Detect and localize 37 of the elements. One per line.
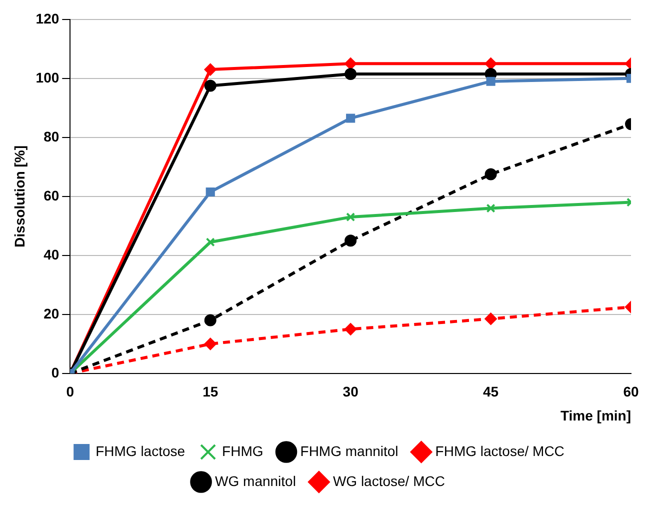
point xyxy=(204,80,216,92)
y-axis-title: Dissolution [%] xyxy=(11,145,28,248)
point xyxy=(204,338,216,350)
y-tick-label: 40 xyxy=(44,246,60,262)
point xyxy=(484,312,497,325)
y-tick-label: 80 xyxy=(44,128,60,144)
y-tick-label: 120 xyxy=(36,10,60,26)
point xyxy=(344,68,357,80)
y-tick-label: 0 xyxy=(51,364,60,380)
x-tick-label: 60 xyxy=(623,384,639,400)
y-tick-label: 60 xyxy=(44,187,60,204)
point xyxy=(486,204,496,213)
x-tick-label: 15 xyxy=(202,384,218,400)
legend-label: WG mannitol xyxy=(215,472,296,489)
legend-label: FHMG xyxy=(222,442,264,459)
y-tick-label: 100 xyxy=(36,69,60,86)
point xyxy=(346,114,356,123)
legend-label: FHMG lactose xyxy=(96,442,186,459)
x-tick-label: 45 xyxy=(483,384,499,400)
legend-label: FHMG mannitol xyxy=(300,442,398,459)
point xyxy=(204,314,216,326)
x-tick-label: 0 xyxy=(66,384,74,400)
point xyxy=(344,323,357,336)
point xyxy=(344,234,357,247)
point xyxy=(486,76,496,86)
point xyxy=(484,58,497,70)
x-tick-label: 30 xyxy=(342,384,359,400)
point xyxy=(344,58,357,70)
point xyxy=(206,238,215,247)
legend-label: FHMG lactose/ MCC xyxy=(435,442,564,459)
x-axis-title: Time [min] xyxy=(560,407,631,424)
point xyxy=(206,187,215,197)
legend-label: WG lactose/ MCC xyxy=(332,472,445,489)
point xyxy=(346,212,356,222)
point xyxy=(204,64,216,76)
y-tick-label: 20 xyxy=(44,305,60,322)
point xyxy=(484,168,497,180)
